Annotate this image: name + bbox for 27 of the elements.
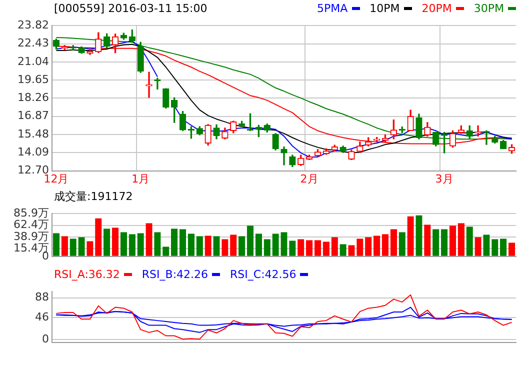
chart-title: 成交量:191172 — [54, 188, 133, 204]
legend-label: 20PM — [422, 2, 452, 14]
x-tick-label: 3月 — [435, 172, 454, 186]
legend-label: RSI_C:42.56 — [230, 268, 296, 280]
y-tick-label: 23.82 — [18, 18, 49, 32]
x-tick-label: 12月 — [44, 172, 69, 186]
y-tick-label: 85.9万 — [14, 206, 49, 220]
legend-label: 10PM — [370, 2, 400, 14]
legend-label: 30PM — [474, 2, 504, 14]
y-tick-label: 19.65 — [18, 72, 49, 86]
y-tick-label: 62.4万 — [14, 218, 49, 232]
y-tick-label: 21.04 — [18, 54, 49, 68]
chart-title: [000559] 2016-03-11 15:00 — [54, 2, 208, 14]
x-tick-label: 2月 — [300, 172, 318, 186]
y-tick-label: 38.9万 — [14, 230, 49, 243]
legend-label: 5PMA — [316, 2, 348, 14]
y-tick-label: 22.43 — [18, 36, 49, 50]
y-tick-label: 88 — [35, 290, 49, 304]
y-tick-label: 46 — [35, 310, 49, 324]
legend-label: RSI_B:42.26 — [142, 268, 208, 280]
y-tick-label: 16.87 — [18, 109, 49, 122]
y-tick-label: 0 — [42, 332, 49, 346]
x-tick-label: 1月 — [132, 172, 150, 186]
legend-label: RSI_A:36.32 — [54, 268, 120, 280]
y-tick-label: 14.09 — [18, 146, 49, 159]
y-tick-label: 15.48 — [18, 127, 49, 140]
y-tick-label: 18.26 — [18, 91, 49, 104]
